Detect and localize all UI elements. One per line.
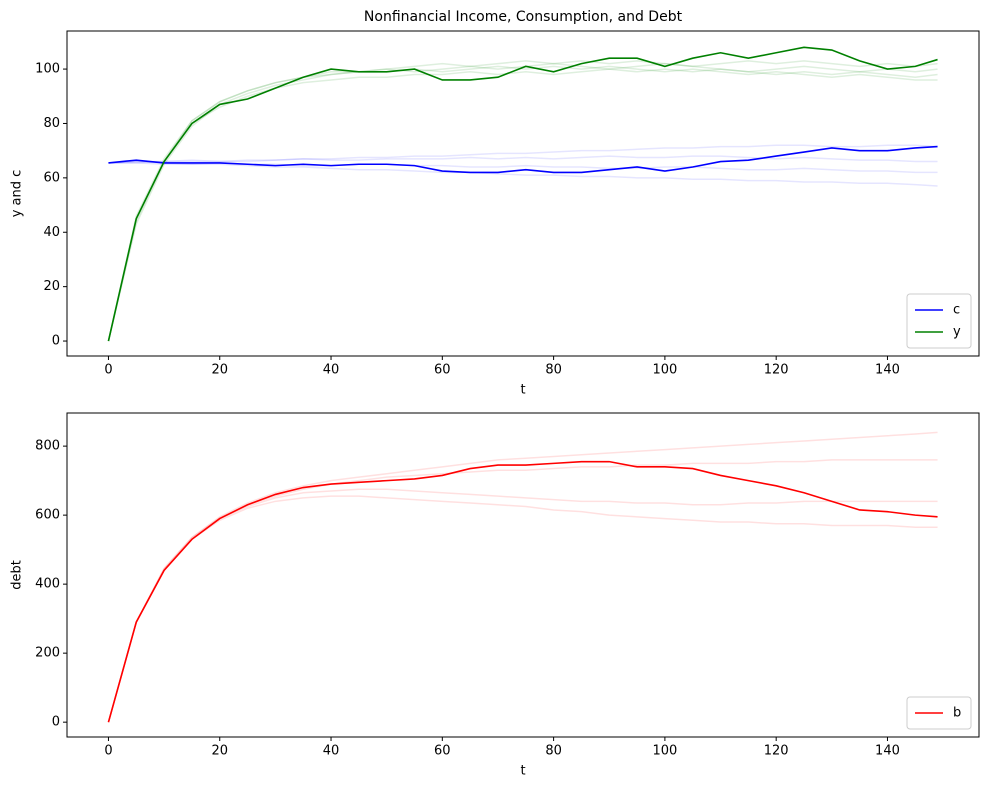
x-tick-label: 80 (545, 744, 562, 759)
series-line (107, 46, 938, 342)
y-tick-label: 0 (52, 715, 60, 730)
x-tick-label: 20 (211, 363, 228, 378)
x-tick-label: 120 (764, 363, 789, 378)
simulation-line (107, 495, 938, 723)
x-tick-label: 20 (211, 744, 228, 759)
plot-frame (66, 412, 980, 738)
simulation-line (108, 155, 938, 164)
simulation-line (107, 65, 938, 342)
simulation-line (108, 160, 938, 187)
legend: cy (906, 293, 972, 349)
y-tick-label: 80 (43, 116, 60, 131)
legend: b (906, 696, 972, 730)
x-tick-label: 120 (764, 744, 789, 759)
x-tick-label: 40 (323, 363, 340, 378)
x-tick-label: 140 (875, 744, 900, 759)
x-tick-label: 60 (434, 744, 451, 759)
x-tick-label: 140 (875, 363, 900, 378)
x-axis-label: t (520, 764, 525, 779)
x-tick-label: 100 (652, 363, 677, 378)
y-tick-label: 800 (35, 439, 60, 454)
simulation-line (107, 60, 938, 342)
legend-label: c (953, 303, 960, 318)
legend-box (906, 293, 972, 349)
simulation-line (107, 65, 938, 342)
simulation-line (107, 459, 938, 723)
panel: 0 20 40 60 80 100 120 140 0 200 400 600 800 t debt b (10, 412, 980, 779)
y-tick-label: 40 (43, 225, 60, 240)
x-tick-label: 0 (104, 744, 112, 759)
x-tick-label: 80 (545, 363, 562, 378)
chart-title: Nonfinancial Income, Consumption, and De… (364, 9, 683, 25)
y-tick-label: 20 (43, 279, 60, 294)
panel: Nonfinancial Income, Consumption, and De… (10, 9, 980, 398)
x-axis-label: t (520, 383, 525, 398)
series-line (108, 145, 938, 174)
y-tick-label: 200 (35, 646, 60, 661)
y-axis-label: y and c (10, 170, 25, 218)
x-tick-label: 40 (323, 744, 340, 759)
legend-label: b (953, 706, 961, 721)
plot-frame (66, 30, 980, 357)
y-axis-label: debt (10, 560, 25, 590)
legend-label: y (953, 325, 961, 340)
simulation-line (108, 144, 938, 164)
simulation-line (107, 62, 938, 342)
y-tick-label: 60 (43, 170, 60, 185)
y-tick-label: 400 (35, 577, 60, 592)
series-line (107, 460, 938, 723)
x-tick-label: 100 (652, 744, 677, 759)
x-tick-label: 60 (434, 363, 451, 378)
simulation-line (107, 431, 938, 723)
y-tick-label: 100 (35, 62, 60, 77)
x-tick-label: 0 (104, 363, 112, 378)
y-tick-label: 600 (35, 508, 60, 523)
y-tick-label: 0 (52, 334, 60, 349)
simulation-line (107, 488, 938, 723)
